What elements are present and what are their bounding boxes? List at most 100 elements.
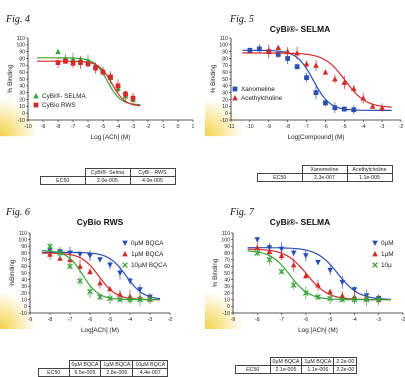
legend-marker	[33, 93, 39, 99]
data-point	[290, 250, 297, 256]
data-point	[323, 100, 328, 106]
y-axis-label: % Binding	[212, 258, 219, 287]
x-axis-label: Log[Compound] (M)	[288, 134, 345, 141]
y-tick-label: 60	[222, 70, 228, 76]
y-tick-label: 30	[19, 90, 25, 96]
table-header-cell: 2.2e-00	[333, 357, 358, 366]
table-cell: 2.8e-006	[100, 368, 134, 377]
x-tick-label: -4	[352, 317, 357, 323]
data-point	[67, 263, 73, 270]
y-tick-label: 110	[220, 36, 228, 42]
y-tick-label: 100	[221, 237, 230, 243]
table-cell: 4.4e-007	[132, 368, 169, 377]
legend-label: 1µM BQCA	[131, 251, 164, 258]
y-tick-label: 40	[21, 277, 27, 283]
figure-label: Fig. 5	[230, 14, 254, 25]
x-tick-label: -10	[24, 124, 32, 130]
y-tick-label: -10	[223, 311, 231, 317]
x-tick-label: -9	[266, 124, 271, 130]
y-tick-label: 0	[227, 304, 230, 310]
data-point	[117, 291, 123, 297]
series-group	[41, 242, 160, 307]
data-point	[47, 251, 53, 257]
legend-marker	[232, 95, 238, 101]
x-tick-label: -8	[285, 124, 290, 130]
data-point	[290, 282, 297, 288]
x-tick-label: -3	[380, 124, 385, 130]
data-point	[275, 44, 282, 50]
x-tick-label: -7	[68, 317, 73, 323]
y-tick-label: 60	[224, 264, 230, 270]
figure-5-panel: Fig. 5 CyBi®- SELMA -10 0 10 20 30 40 50 60 70 80 9…	[205, 0, 405, 185]
table-cell: 2.0e-005	[84, 176, 131, 185]
data-point	[360, 95, 367, 101]
data-point	[266, 256, 273, 263]
x-tick-label: -7	[304, 124, 309, 130]
legend-label: 1µM	[381, 251, 394, 258]
table-header-cell: Xanomeline	[301, 165, 348, 174]
figure-label: Fig. 7	[230, 207, 254, 218]
y-tick-label: 90	[19, 49, 25, 55]
data-point	[327, 295, 334, 302]
table-header-cell: 1µM BQCA	[100, 360, 134, 369]
ec50-table: 0µM BQCA 1µM BQCA 2.2e-00 EC50 2.1e-005 …	[235, 357, 358, 374]
legend-marker	[33, 102, 39, 108]
legend-marker	[122, 262, 128, 268]
y-tick-label: 0	[22, 111, 25, 117]
data-point	[107, 295, 113, 302]
data-point	[315, 294, 321, 300]
legend-label: 0µM BQCA	[131, 240, 164, 247]
series-group	[37, 56, 141, 107]
legend-label: 0µM	[381, 240, 394, 247]
data-point	[55, 48, 61, 55]
data-point	[266, 245, 273, 251]
data-point	[77, 251, 83, 258]
y-tick-label: 90	[224, 244, 230, 250]
data-point	[117, 296, 123, 303]
x-tick-label: -4	[361, 124, 366, 130]
table-header-cell: CyBi®- Selma	[84, 168, 131, 177]
chart-title: CyBi®- SELMA	[270, 24, 331, 34]
data-point	[67, 256, 73, 263]
figure-7-panel: Fig. 7 CyBi®- SELMA -10 0 10 20 30 40 50 60 70 80 9…	[205, 195, 405, 377]
y-tick-label: 10	[224, 297, 230, 303]
y-tick-label: 20	[19, 97, 25, 103]
y-tick-label: 10	[222, 104, 228, 110]
data-point	[351, 296, 358, 303]
legend-label: 10µM BQCA	[131, 262, 168, 269]
data-point	[265, 47, 272, 53]
y-tick-label: 100	[16, 43, 25, 49]
ec50-table: 0µM BQCA 1µM BQCA 10µM BQCA EC50 6.5e-00…	[38, 360, 169, 377]
y-tick-label: 70	[21, 257, 27, 263]
x-tick-label: -10	[246, 124, 254, 130]
y-tick-label: 50	[21, 271, 27, 277]
data-point	[63, 58, 68, 64]
y-tick-label: 110	[17, 36, 25, 42]
y-tick-label: 40	[222, 84, 228, 90]
table-header-cell: Acethylcholine	[346, 165, 393, 174]
y-tick-label: 100	[219, 43, 228, 49]
x-tick-label: -7	[71, 124, 76, 130]
data-point	[85, 61, 91, 67]
data-point	[313, 62, 319, 68]
data-point	[313, 90, 319, 96]
y-tick-label: 10	[19, 104, 25, 110]
y-tick-label: 70	[19, 63, 25, 69]
x-axis-label: Log [ACh] (M)	[298, 327, 338, 334]
data-point	[254, 237, 261, 243]
data-point	[100, 69, 106, 75]
legend-label: CyBi®- SELMA	[42, 92, 87, 100]
data-point	[339, 292, 346, 299]
data-point	[304, 75, 309, 81]
x-tick-label: -1	[161, 124, 166, 130]
figure-7-chart: CyBi®- SELMA -100102030405060708090100110…	[205, 217, 405, 334]
y-tick-label: 20	[222, 97, 228, 103]
corner-glow	[205, 66, 274, 137]
y-tick-label: 50	[224, 271, 230, 277]
x-tick-label: -5	[108, 317, 113, 323]
data-point	[87, 268, 93, 275]
data-point	[332, 76, 338, 82]
x-tick-label: -6	[86, 124, 91, 130]
data-point	[285, 56, 291, 61]
data-point	[108, 74, 113, 80]
